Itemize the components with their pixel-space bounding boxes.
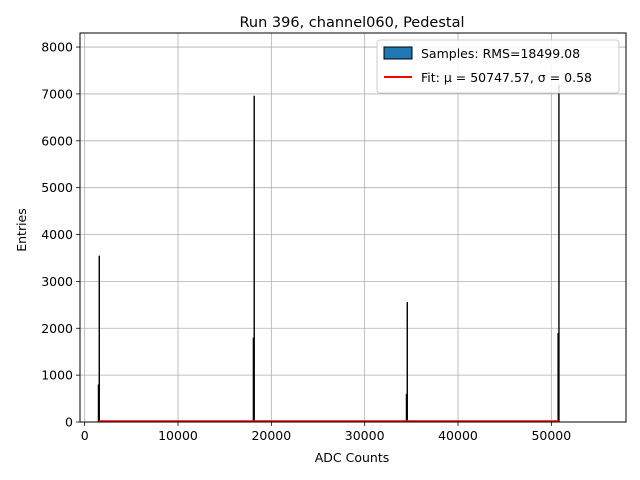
x-axis-ticks: 0 10000 20000 30000 40000 50000 (81, 422, 571, 443)
x-tick-label: 40000 (438, 428, 478, 443)
legend-fit-label: Fit: μ = 50747.57, σ = 0.58 (421, 70, 592, 85)
y-tick-label: 2000 (41, 321, 73, 336)
y-axis-label: Entries (14, 208, 29, 252)
legend-samples-swatch (383, 46, 413, 60)
y-tick-label: 7000 (41, 86, 73, 101)
legend-samples-label: Samples: RMS=18499.08 (421, 46, 580, 61)
histogram-bars (97, 84, 560, 422)
y-tick-label: 5000 (41, 180, 73, 195)
y-tick-label: 4000 (41, 227, 73, 242)
y-tick-label: 1000 (41, 368, 73, 383)
x-tick-label: 50000 (531, 428, 571, 443)
x-axis-label: ADC Counts (315, 450, 390, 465)
chart-title: Run 396, channel060, Pedestal (239, 15, 464, 31)
legend-box (376, 39, 620, 94)
y-tick-label: 6000 (41, 133, 73, 148)
x-tick-label: 0 (81, 428, 89, 443)
y-tick-label: 8000 (41, 40, 73, 55)
plot-frame (79, 32, 627, 423)
x-tick-label: 30000 (345, 428, 385, 443)
legend: Samples: RMS=18499.08 Fit: μ = 50747.57,… (376, 39, 620, 94)
x-tick-label: 10000 (158, 428, 198, 443)
y-tick-label: 0 (65, 415, 73, 430)
grid (80, 33, 626, 423)
x-tick-label: 20000 (251, 428, 291, 443)
y-axis-ticks: 0 1000 2000 3000 4000 5000 6000 7000 8000 (41, 40, 80, 430)
y-tick-label: 3000 (41, 274, 73, 289)
